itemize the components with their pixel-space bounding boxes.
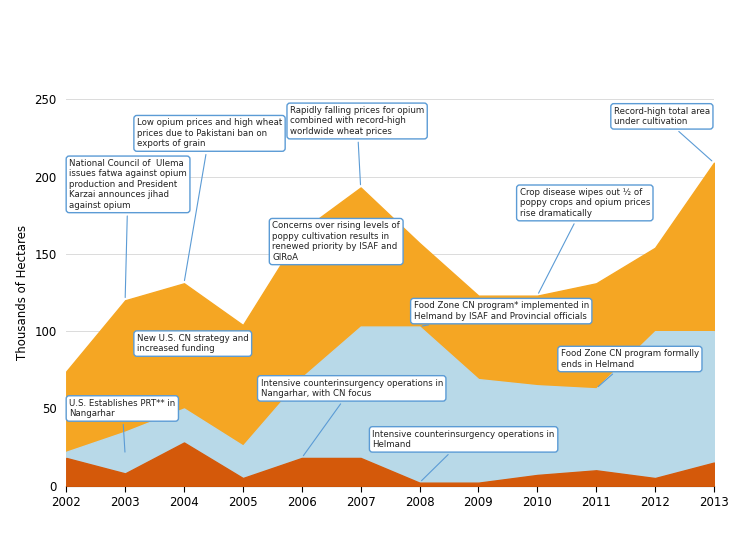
Text: U.S. Establishes PRT** in
Nangarhar: U.S. Establishes PRT** in Nangarhar [69,399,175,452]
Text: Food Zone CN program* implemented in
Helmand by ISAF and Provincial officials: Food Zone CN program* implemented in Hel… [414,301,589,326]
Text: Concerns over rising levels of
poppy cultivation results in
renewed priority by : Concerns over rising levels of poppy cul… [272,221,400,262]
Text: Intensive counterinsurgency operations in
Helmand: Intensive counterinsurgency operations i… [372,429,555,481]
Text: Intensive counterinsurgency operations in
Nangarhar, with CN focus: Intensive counterinsurgency operations i… [261,379,443,456]
Text: Rapidly falling prices for opium
combined with record-high
worldwide wheat price: Rapidly falling prices for opium combine… [290,106,424,185]
Text: Record-high total area
under cultivation: Record-high total area under cultivation [614,107,712,161]
Y-axis label: Thousands of Hectares: Thousands of Hectares [15,225,29,360]
Text: Food Zone CN program formally
ends in Helmand: Food Zone CN program formally ends in He… [561,349,699,386]
Text: New U.S. CN strategy and
increased funding: New U.S. CN strategy and increased fundi… [137,334,249,353]
Text: Crop disease wipes out ½ of
poppy crops and opium prices
rise dramatically: Crop disease wipes out ½ of poppy crops … [520,188,650,293]
Text: National Council of  Ulema
issues fatwa against opium
production and President
K: National Council of Ulema issues fatwa a… [69,159,187,298]
Text: Low opium prices and high wheat
prices due to Pakistani ban on
exports of grain: Low opium prices and high wheat prices d… [137,119,282,280]
